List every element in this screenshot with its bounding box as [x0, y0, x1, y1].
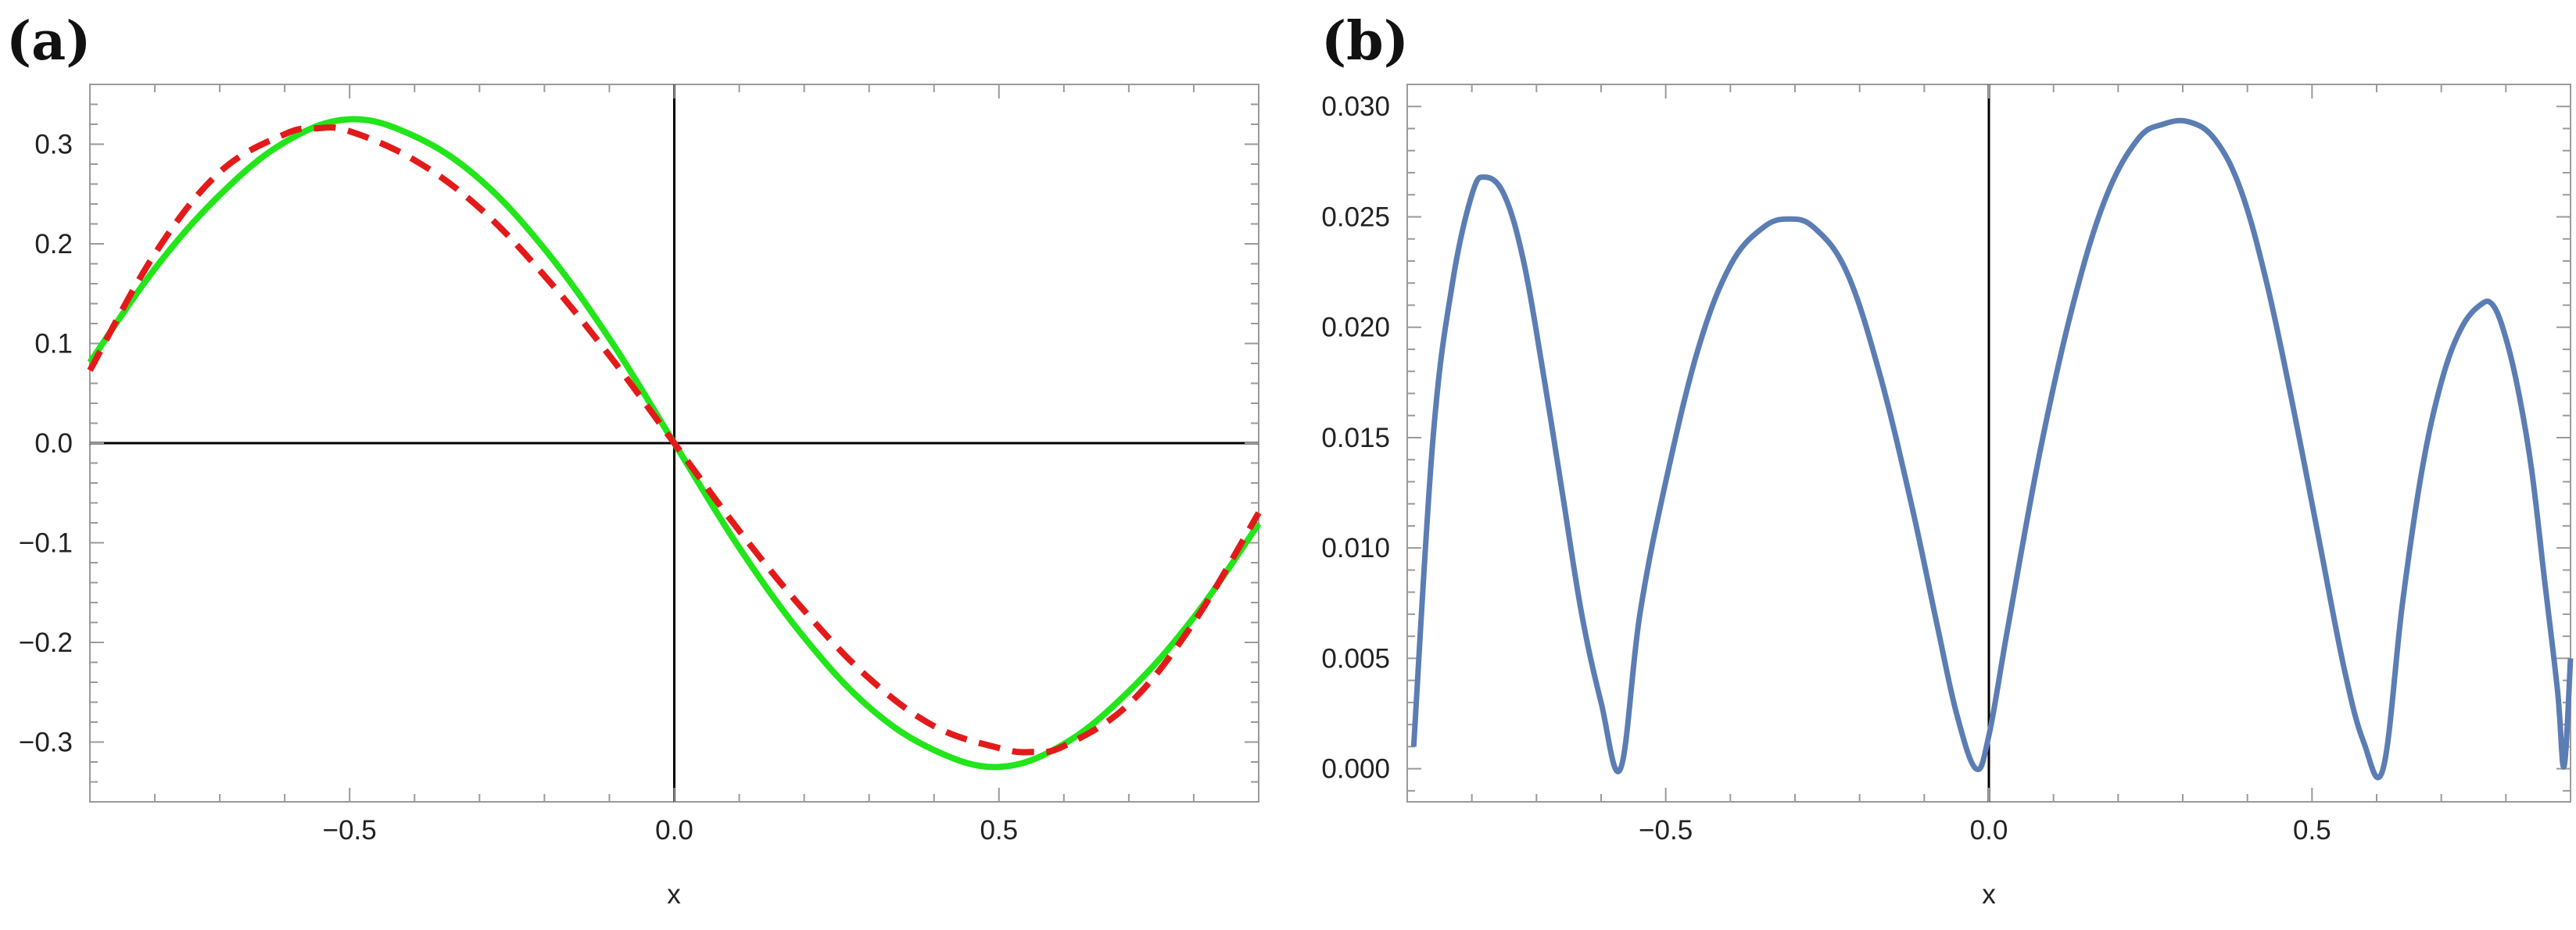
panel-b-x-tick-label: 0.0: [1970, 815, 2008, 846]
panel-b-y-tick-label: 0.005: [1321, 643, 1390, 674]
panel-a-ticks: [89, 84, 1259, 803]
panel-b-x-tick-label: 0.5: [2293, 815, 2331, 846]
panel-b-y-tick-label: 0.020: [1321, 313, 1390, 343]
panel-a-y-tick-label: −0.2: [19, 628, 73, 658]
panel-a-series-1-line: [87, 123, 1262, 756]
panel-b-tick-labels: −0.5 0.0 0.5 0.030 0.025 0.020 0.015 0.010 0.005…: [1321, 91, 2331, 846]
panel-a-y-tick-label: −0.3: [19, 728, 73, 758]
panel-a-label: (a): [6, 10, 91, 73]
panel-b-y-tick-label: 0.015: [1321, 423, 1390, 453]
panel-a-y-tick-label: 0.2: [34, 229, 73, 259]
panel-b-ticks: [1406, 84, 2571, 802]
panel-b-label: (b): [1321, 10, 1409, 73]
panel-b-y-tick-label: 0.030: [1321, 91, 1390, 122]
panel-a-y-tick-label: −0.1: [19, 528, 73, 559]
panel-a-series: [87, 116, 1262, 771]
panel-b-series-0-line: [1410, 117, 2574, 781]
panel-a-x-tick-label: 0.5: [980, 815, 1018, 846]
panel-b-series: [1410, 117, 2574, 781]
panel-a-y-tick-label: 0.0: [34, 428, 73, 459]
panel-b-x-axis-label: x: [1982, 879, 1996, 910]
panel-b-y-tick-label: 0.025: [1321, 202, 1390, 232]
panel-a-x-tick-label: −0.5: [323, 815, 377, 846]
panel-a-x-axis-label: x: [667, 879, 681, 910]
panel-a: (a) −0.5 0.0 0.5 0.3 0.2 0.1 0.0 −0.1 −0.2 −0.3 x: [6, 10, 1262, 910]
panel-b-y-tick-label: 0.000: [1321, 754, 1390, 785]
panel-a-tick-labels: −0.5 0.0 0.5 0.3 0.2 0.1 0.0 −0.1 −0.2 −0.3: [19, 130, 1018, 846]
panel-b-y-tick-label: 0.010: [1321, 533, 1390, 563]
panel-a-y-tick-label: 0.1: [34, 329, 73, 359]
panel-b-x-tick-label: −0.5: [1639, 815, 1693, 846]
panel-a-x-tick-label: 0.0: [655, 815, 693, 846]
panel-a-y-tick-label: 0.3: [34, 130, 73, 160]
panel-b: (b) −0.5 0.0 0.5 0.030 0.025 0.020 0.015 0.010 0…: [1321, 10, 2574, 910]
